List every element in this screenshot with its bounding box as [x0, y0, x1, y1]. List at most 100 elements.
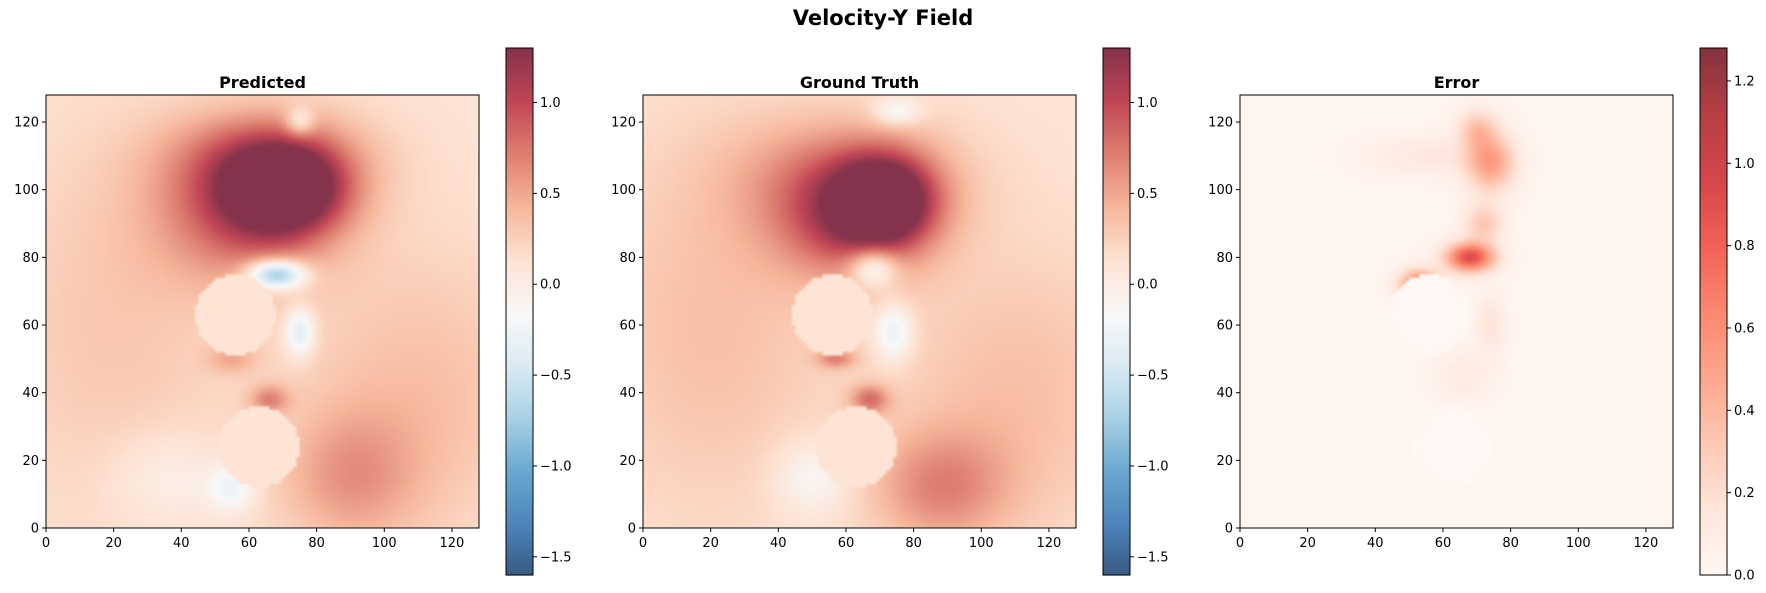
- colorbar-segment: [1700, 538, 1727, 543]
- colorbar-segment: [506, 360, 533, 365]
- colorbar-segment: [1700, 271, 1727, 276]
- colorbar-segment: [1103, 196, 1130, 201]
- colorbar-segment: [1700, 150, 1727, 154]
- colorbar-segment: [506, 136, 533, 141]
- colorbar-segment: [506, 222, 533, 227]
- colorbar-segment: [1103, 202, 1130, 207]
- colorbar-segment: [1700, 156, 1727, 161]
- colorbar-segment: [1103, 439, 1130, 444]
- colorbar-segment: [506, 476, 533, 481]
- colorbar-segment: [506, 143, 533, 148]
- colorbar-segment: [1700, 327, 1727, 332]
- colorbar-segment: [1103, 397, 1130, 402]
- colorbar-segment: [1700, 229, 1727, 234]
- colorbar-segment: [1103, 143, 1130, 148]
- colorbar-segment: [1700, 268, 1727, 273]
- colorbar-segment: [506, 271, 533, 276]
- colorbar-segment: [1103, 87, 1130, 92]
- colorbar-segment: [1103, 235, 1130, 240]
- colorbar-segment: [1700, 291, 1727, 296]
- colorbar-segment: [1103, 364, 1130, 369]
- colorbar-segment: [1700, 258, 1727, 263]
- colorbar-segment: [1103, 113, 1130, 118]
- colorbar-tick-label: 0.2: [1734, 486, 1755, 501]
- colorbar-segment: [1103, 499, 1130, 504]
- colorbar-segment: [506, 57, 533, 62]
- colorbar-segment: [1103, 393, 1130, 398]
- colorbar-segment: [1103, 334, 1130, 339]
- colorbar-segment: [506, 535, 533, 540]
- colorbar-segment: [1103, 337, 1130, 342]
- colorbar-segment: [1103, 84, 1130, 89]
- colorbar-segment: [1103, 258, 1130, 263]
- colorbar-segment: [506, 321, 533, 326]
- colorbar-tick-label: 1.2: [1734, 74, 1755, 89]
- x-tick-label: 60: [838, 536, 855, 551]
- colorbar-segment: [1103, 189, 1130, 194]
- colorbar-segment: [1700, 472, 1727, 477]
- colorbar-tick-label: 0.4: [1734, 404, 1755, 419]
- panel-title: Error: [1434, 73, 1480, 92]
- colorbar-segment: [506, 71, 533, 75]
- colorbar-segment: [1103, 265, 1130, 270]
- figure-title: Velocity-Y Field: [793, 6, 974, 30]
- colorbar-segment: [1103, 301, 1130, 306]
- colorbar-segment: [1700, 222, 1727, 227]
- heatmap-image: [643, 95, 1076, 528]
- colorbar-segment: [1700, 281, 1727, 286]
- colorbar-segment: [1700, 499, 1727, 504]
- colorbar-segment: [1103, 463, 1130, 467]
- y-tick-label: 20: [22, 454, 39, 469]
- colorbar-segment: [1700, 555, 1727, 560]
- colorbar-segment: [506, 301, 533, 306]
- colorbar-segment: [1700, 288, 1727, 293]
- colorbar-segment: [1700, 304, 1727, 309]
- colorbar-segment: [1103, 199, 1130, 204]
- colorbar-segment: [1103, 150, 1130, 154]
- colorbar-segment: [506, 120, 533, 125]
- colorbar-segment: [1103, 565, 1130, 570]
- colorbar-segment: [1103, 130, 1130, 135]
- colorbar-segment: [506, 380, 533, 385]
- colorbar-segment: [1103, 561, 1130, 566]
- colorbar-segment: [1103, 103, 1130, 108]
- panel-1: Ground Truth 0 20 40 60 80 100 120 0 20 40 60 80 100 1…: [611, 47, 1169, 576]
- colorbar-segment: [506, 189, 533, 194]
- colorbar-segment: [1700, 321, 1727, 326]
- colorbar-segment: [1103, 245, 1130, 250]
- colorbar-segment: [1103, 538, 1130, 543]
- colorbar-segment: [506, 555, 533, 560]
- colorbar-segment: [1103, 400, 1130, 405]
- colorbar-segment: [1700, 192, 1727, 197]
- colorbar-segment: [1700, 143, 1727, 148]
- axes-frame: [642, 94, 1077, 529]
- colorbar-segment: [506, 314, 533, 319]
- colorbar-segment: [1103, 413, 1130, 418]
- colorbar-segment: [1103, 469, 1130, 474]
- colorbar-segment: [1700, 127, 1727, 131]
- colorbar-segment: [506, 258, 533, 263]
- colorbar-segment: [506, 262, 533, 266]
- x-tick-label: 100: [372, 536, 397, 551]
- colorbar-segment: [1103, 403, 1130, 408]
- colorbar-segment: [1700, 509, 1727, 514]
- colorbar-segment: [1103, 318, 1130, 322]
- colorbar-segment: [1700, 97, 1727, 102]
- colorbar-segment: [506, 74, 533, 79]
- y-tick-label: 80: [1216, 251, 1233, 266]
- colorbar-segment: [1103, 74, 1130, 79]
- colorbar-segment: [1103, 48, 1130, 52]
- y-tick-label: 80: [22, 251, 39, 266]
- colorbar-segment: [506, 525, 533, 530]
- colorbar-segment: [1700, 525, 1727, 530]
- colorbar-segment: [1700, 344, 1727, 349]
- colorbar-segment: [506, 377, 533, 382]
- colorbar-segment: [506, 163, 533, 168]
- colorbar-segment: [1103, 344, 1130, 349]
- colorbar-segment: [1700, 492, 1727, 497]
- colorbar-segment: [1103, 459, 1130, 464]
- colorbar-segment: [1103, 314, 1130, 319]
- colorbar-segment: [1103, 140, 1130, 145]
- colorbar-segment: [1700, 512, 1727, 517]
- axes-frame: [45, 94, 480, 529]
